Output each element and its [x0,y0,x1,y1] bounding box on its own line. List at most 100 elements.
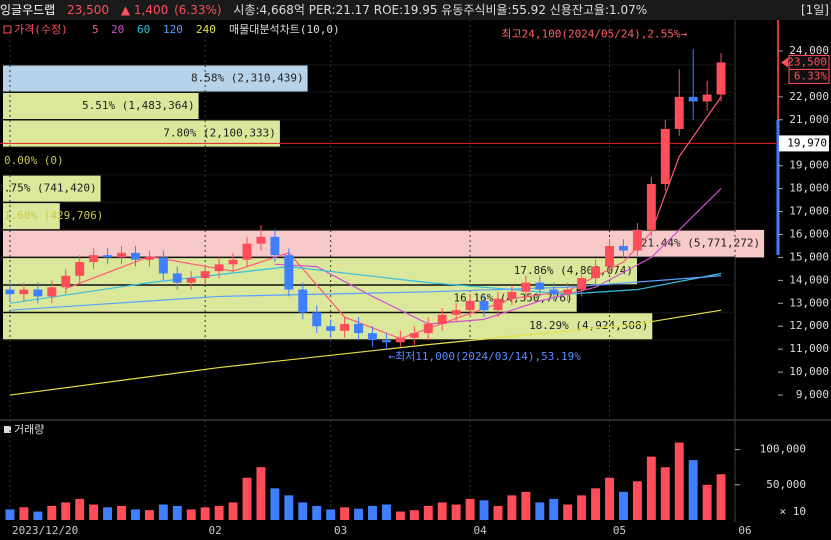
y-tick-label: 50,000 [766,478,806,491]
volume-profile-label: 17.86% (4,808,074) [514,264,633,277]
volume-profile-bar [3,174,101,203]
candle-body [354,323,364,334]
volume-bar [646,456,656,520]
candle-body [284,255,294,290]
volume-bar [89,504,99,520]
candle-body [158,257,168,274]
reference-tag [779,135,829,152]
candle-body [465,301,475,311]
candle-body [340,323,350,331]
volume-profile-label: 21.44% (5,771,272) [641,237,760,250]
y-tick-label: 24,000 [789,44,829,57]
volume-bar [465,498,475,520]
volume-profile-bar [3,202,60,230]
annotation: 최고24,100(2024/05/24),2.55%→ [501,28,687,41]
stock-name[interactable]: 잉글우드랩 [0,3,56,17]
pct-tag-label: 6.33% [794,69,827,82]
volume-bar [312,505,322,520]
candle-body [298,289,308,313]
volume-profile-bar [3,64,308,93]
y-tick-label: 22,000 [789,90,829,103]
candle-body [270,236,280,256]
volume-profile-label: 1.60% (429,706) [4,209,103,222]
y-tick-label: 18,000 [789,182,829,195]
volume-bar [103,507,113,520]
candle-body [130,252,140,260]
reference-label: 19,970 [787,136,827,149]
volume-bar [340,507,350,520]
volume-bar [577,495,587,520]
candle-body [493,298,503,311]
candle-body [591,266,601,279]
volume-profile-label: 2.75% (741,420) [0,182,97,195]
volume-bar [270,488,280,520]
y-tick-label: 19,000 [789,159,829,172]
volume-bar [214,505,224,520]
candle-body [144,257,154,260]
indicator-label: 매물대분석차트(10,0) [229,23,340,36]
volume-bar [591,488,601,520]
volume-bar [549,498,559,520]
volume-bar [605,477,614,520]
candle-body [521,282,531,292]
x-tick-label: 05 [613,524,626,537]
volume-bar [228,502,238,520]
change: ▲ 1,400 [120,3,169,17]
volume-profile-label: 18.29% (4,924,508) [529,319,648,332]
volume-bar [19,507,29,520]
volume-bar [326,509,336,520]
volume-bar [298,502,308,520]
candle-body [47,287,57,297]
volume-profile-label: 7.80% (2,100,333) [163,127,276,140]
chart: 18.29% (4,924,508)16.16% (4,350,776)17.8… [0,20,831,537]
volume-bar [660,467,670,520]
legend-entry: 20 [111,23,124,36]
volume-bar [451,504,461,520]
candle-body [674,96,684,129]
volume-bar [395,511,405,520]
x-tick-label: 06 [738,524,751,537]
moving-average [9,309,722,396]
volume-bar [368,505,377,520]
volume-bar [493,505,503,520]
candle-body [423,323,433,334]
volume-profile-bar [3,119,280,148]
candle-body [507,291,517,299]
volume-bar [702,484,712,520]
legend-box [3,25,12,34]
volume-profile-label: 8.58% (2,310,439) [191,71,304,84]
candle-body [89,255,99,263]
y-tick-label: 15,000 [789,250,829,263]
y-tick-label: 14,000 [789,273,829,286]
volume-bar [521,491,531,520]
volume-profile-bar [3,92,199,120]
volume-bar [563,504,573,520]
candle-body [646,184,656,230]
volume-bar [47,505,57,520]
candle-body [716,62,726,95]
candle-body [395,337,405,343]
annotation: ←최저11,000(2024/03/14),53.19% [388,350,581,363]
volume-bar [423,505,433,520]
volume-bar [618,491,628,520]
volume-bar [200,507,210,520]
volume-bar [33,511,43,520]
pct-tag [788,68,830,84]
volume-bar [186,509,196,520]
legend-title: 가격(수정) [14,23,68,36]
y-tick-label: 12,000 [789,319,829,332]
candle-body [228,259,238,265]
volume-bar [284,495,294,520]
candle-body [103,255,113,258]
volume-bar [172,505,182,520]
candle-body [61,275,71,288]
candle-body [702,94,712,102]
candle-body [312,312,322,327]
candle-body [660,128,670,185]
volume-bar [5,509,15,520]
volume-title: 거래량 [14,423,44,436]
period[interactable]: [1일] [800,3,829,17]
candle-body [326,326,336,331]
candle-body [186,278,196,283]
candle-body [172,273,182,283]
